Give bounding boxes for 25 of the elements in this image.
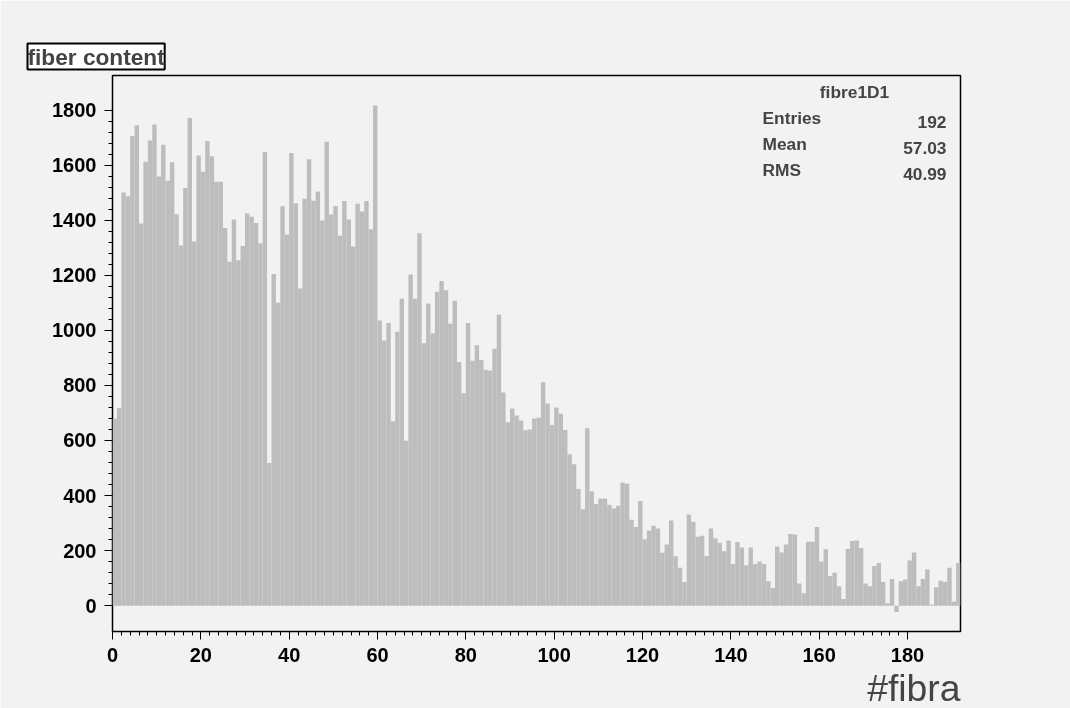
y-tick-label: 1600 (52, 154, 97, 177)
x-tick-label: 180 (890, 643, 925, 666)
text: Entries 192 (762, 107, 947, 132)
y-tick-label: 200 (63, 539, 97, 562)
x-tick-label: 40 (278, 643, 301, 666)
y-tick-label: 400 (63, 484, 97, 507)
text: RMS 40.99 (762, 159, 947, 184)
x-tick-label: 120 (625, 643, 660, 666)
y-tick-label: 1400 (52, 209, 97, 232)
text: Mean 57.03 (762, 133, 947, 158)
x-tick-label: 20 (189, 643, 212, 666)
x-tick-label: 100 (537, 643, 571, 666)
y-tick-label: 800 (63, 374, 97, 397)
x-tick-label: 0 (106, 643, 119, 666)
y-tick-label: 1200 (52, 264, 97, 287)
x-tick-label: 160 (802, 643, 836, 666)
y-tick-label: 0 (85, 594, 97, 617)
y-tick-label: 1000 (52, 319, 97, 342)
x-tick-label: 60 (366, 643, 389, 666)
y-tick-label: 600 (63, 429, 97, 452)
annotation: fibre1D1 (819, 81, 890, 102)
y-tick-label: 1800 (52, 99, 97, 122)
x-tick-label: 80 (454, 643, 477, 666)
x-tick-label: 140 (714, 643, 748, 666)
text: #fibra (867, 666, 961, 708)
